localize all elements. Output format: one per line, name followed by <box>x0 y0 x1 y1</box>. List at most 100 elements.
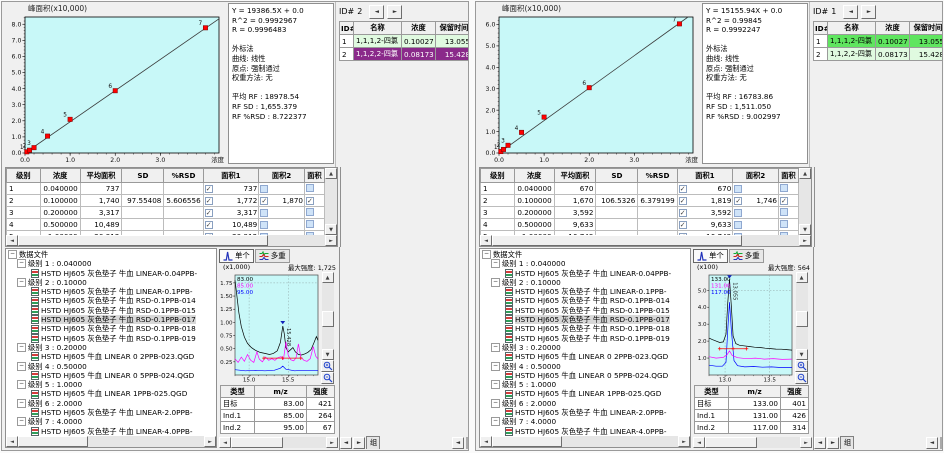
scroll-up-icon[interactable]: ▲ <box>325 168 337 179</box>
id-next-button[interactable]: ► <box>861 4 877 19</box>
tree-file-item[interactable]: HSTD HJ605 灰色垫子 牛血 RSD-0.1PPB-018 <box>482 324 690 334</box>
pane-scroll-left-button[interactable]: ◄ <box>452 437 464 449</box>
scroll-track[interactable] <box>795 283 808 349</box>
chromatogram-hscrollbar[interactable]: ◄ ► <box>693 437 812 448</box>
scroll-up-icon[interactable]: ▲ <box>795 272 808 283</box>
scroll-track[interactable] <box>940 437 942 449</box>
tree-collapse-icon[interactable]: − <box>17 361 26 371</box>
scroll-thumb[interactable] <box>492 436 562 447</box>
scroll-thumb[interactable] <box>231 437 283 448</box>
scroll-right-icon[interactable]: ► <box>326 437 338 448</box>
level-table-row[interactable]: 3 0.200000 3,592 ✓ 3,592 <box>480 206 800 219</box>
level-row-header[interactable]: 3 <box>6 206 41 219</box>
scroll-left-icon[interactable]: ◄ <box>6 436 18 447</box>
tree-level-node[interactable]: − 级别 2 : 0.10000 <box>482 278 690 288</box>
level-table-row[interactable]: 1 0.040000 737 ✓ 737 <box>6 182 326 195</box>
chromatogram-vscrollbar[interactable]: ▲ ▼ <box>794 272 809 384</box>
level-table-row[interactable]: 2 0.100000 1,670 106.5326 6.379199 ✓ 1,819 ✓ 1,7… <box>480 194 800 207</box>
area1-checkbox[interactable]: ✓ <box>678 208 687 217</box>
area3-checkbox[interactable]: ✓ <box>779 197 788 205</box>
compound-row[interactable]: 1 1,1,1,2-四氯 0.10027 13.055 <box>813 34 942 48</box>
tree-collapse-icon[interactable]: − <box>491 259 500 269</box>
scroll-thumb[interactable] <box>492 235 742 246</box>
zoom-out-button[interactable] <box>795 372 808 384</box>
tree-file-item[interactable]: HSTD HJ605 灰色垫子 牛血 LINEAR-0.1PPB- <box>8 287 216 297</box>
tree-collapse-icon[interactable]: − <box>491 380 500 390</box>
compound-row-number[interactable]: 1 <box>813 34 828 48</box>
scroll-up-icon[interactable]: ▲ <box>799 168 811 179</box>
tree-collapse-icon[interactable]: − <box>17 343 26 353</box>
id-prev-button[interactable]: ◄ <box>369 4 385 19</box>
tab-scroll-left-button[interactable]: ◄ <box>814 437 826 449</box>
compound-row-number[interactable]: 1 <box>339 34 354 48</box>
single-view-button[interactable]: 单个 <box>219 248 254 263</box>
level-row-header[interactable]: 1 <box>480 182 515 195</box>
scroll-thumb[interactable] <box>321 310 334 327</box>
multi-view-button[interactable]: 多重 <box>254 248 290 263</box>
tree-collapse-icon[interactable]: − <box>491 417 500 427</box>
scroll-track[interactable] <box>799 179 811 224</box>
tree-hscrollbar[interactable]: ◄ ► <box>480 436 690 447</box>
level-row-header[interactable]: 3 <box>480 206 515 219</box>
area2-checkbox[interactable]: ✓ <box>260 196 269 205</box>
tree-level-node[interactable]: − 级别 7 : 4.0000 <box>482 417 690 427</box>
scroll-track[interactable] <box>88 436 204 447</box>
tree-file-item[interactable]: HSTD HJ605 灰色垫子 牛血 LINEAR-0.04PPB- <box>8 269 216 278</box>
level-table-row[interactable]: 4 0.500000 9,633 ✓ 9,633 <box>480 218 800 231</box>
tree-level-node[interactable]: − 级别 6 : 2.0000 <box>482 399 690 408</box>
scroll-track[interactable] <box>757 437 800 448</box>
mz-row[interactable]: Ind.2 95.00 67 <box>220 421 335 434</box>
scroll-track[interactable] <box>325 179 337 224</box>
mz-row[interactable]: 目标 133.00 401 <box>694 397 809 410</box>
tree-file-item[interactable]: HSTD HJ605 牛血 LINEAR 1PPB-025.QGD <box>8 389 216 399</box>
compound-row-number[interactable]: 2 <box>813 47 828 61</box>
zoom-in-button[interactable] <box>321 360 334 372</box>
calibration-curve-plot[interactable]: 0.0 1.0 2.0 3.0 4.0 5.0 6.0 7.0 8.0 0.0 1.0 2.0 3.0 浓… <box>4 13 226 165</box>
tree-collapse-icon[interactable]: − <box>482 250 491 260</box>
tree-collapse-icon[interactable]: − <box>8 250 17 260</box>
scroll-left-icon[interactable]: ◄ <box>480 436 492 447</box>
zoom-out-button[interactable] <box>321 372 334 384</box>
scroll-left-icon[interactable]: ◄ <box>480 235 492 246</box>
area1-checkbox[interactable]: ✓ <box>678 220 687 229</box>
scroll-track[interactable] <box>283 437 326 448</box>
level-table-vscrollbar[interactable]: ▲ ▼ <box>325 168 337 235</box>
level-table-row[interactable]: 1 0.040000 670 ✓ 670 <box>480 182 800 195</box>
tab-scroll-left-button[interactable]: ◄ <box>340 437 352 449</box>
scroll-left-icon[interactable]: ◄ <box>6 235 18 246</box>
scroll-right-icon[interactable]: ► <box>800 437 812 448</box>
tree-level-node[interactable]: − 级别 4 : 0.50000 <box>482 362 690 371</box>
tree-level-node[interactable]: − 级别 6 : 2.0000 <box>8 399 216 408</box>
pane-scroll-left-button[interactable]: ◄ <box>926 437 938 449</box>
chromatogram-plot[interactable]: 1.0 2.0 3.0 4.0 5.0 13.0 13.5 133.00131.00117.0… <box>693 272 794 384</box>
area1-checkbox[interactable]: ✓ <box>204 196 213 205</box>
area3-checkbox[interactable] <box>305 207 314 216</box>
area1-checkbox[interactable]: ✓ <box>678 184 687 193</box>
area3-checkbox[interactable] <box>305 183 314 192</box>
tree-level-node[interactable]: − 级别 5 : 1.0000 <box>8 380 216 390</box>
tree-file-item[interactable]: HSTD HJ605 牛血 LINEAR 0 5PPB-024.QGD <box>482 371 690 380</box>
tree-file-item[interactable]: HSTD HJ605 灰色垫子 牛血 LINEAR-0.1PPB- <box>482 287 690 297</box>
scroll-right-icon[interactable]: ► <box>678 436 690 447</box>
tree-level-node[interactable]: − 级别 2 : 0.10000 <box>8 278 216 288</box>
id-prev-button[interactable]: ◄ <box>843 4 859 19</box>
level-row-header[interactable]: 4 <box>6 218 41 231</box>
scroll-left-icon[interactable]: ◄ <box>219 437 231 448</box>
area1-checkbox[interactable]: ✓ <box>204 184 213 193</box>
level-row-header[interactable]: 4 <box>480 218 515 231</box>
tab-scroll-right-button[interactable]: ► <box>827 437 839 449</box>
compound-row[interactable]: 2 1,1,2,2-四氯 0.08173 15.428 <box>813 47 942 61</box>
scroll-thumb[interactable] <box>795 310 808 327</box>
area2-checkbox[interactable] <box>260 208 269 217</box>
tree-collapse-icon[interactable]: − <box>491 361 500 371</box>
area3-checkbox[interactable] <box>779 219 788 228</box>
scroll-down-icon[interactable]: ▼ <box>795 349 808 360</box>
scroll-right-icon[interactable]: ► <box>325 235 337 246</box>
bottom-tab[interactable]: 组 <box>840 436 854 449</box>
scroll-down-icon[interactable]: ▼ <box>799 224 811 235</box>
tree-root[interactable]: − 数据文件 <box>8 250 216 260</box>
calibration-curve-plot[interactable]: 0.0 1.0 2.0 3.0 4.0 5.0 6.0 0.0 1.0 2.0 3.0 浓度 1 23 4 5… <box>478 13 700 165</box>
scroll-thumb[interactable] <box>18 235 268 246</box>
tree-file-item[interactable]: HSTD HJ605 牛血 LINEAR 0 2PPB-023.QGD <box>482 352 690 362</box>
tree-file-item[interactable]: HSTD HJ605 灰色垫子 牛血 LINEAR-2.0PPB- <box>482 408 690 418</box>
